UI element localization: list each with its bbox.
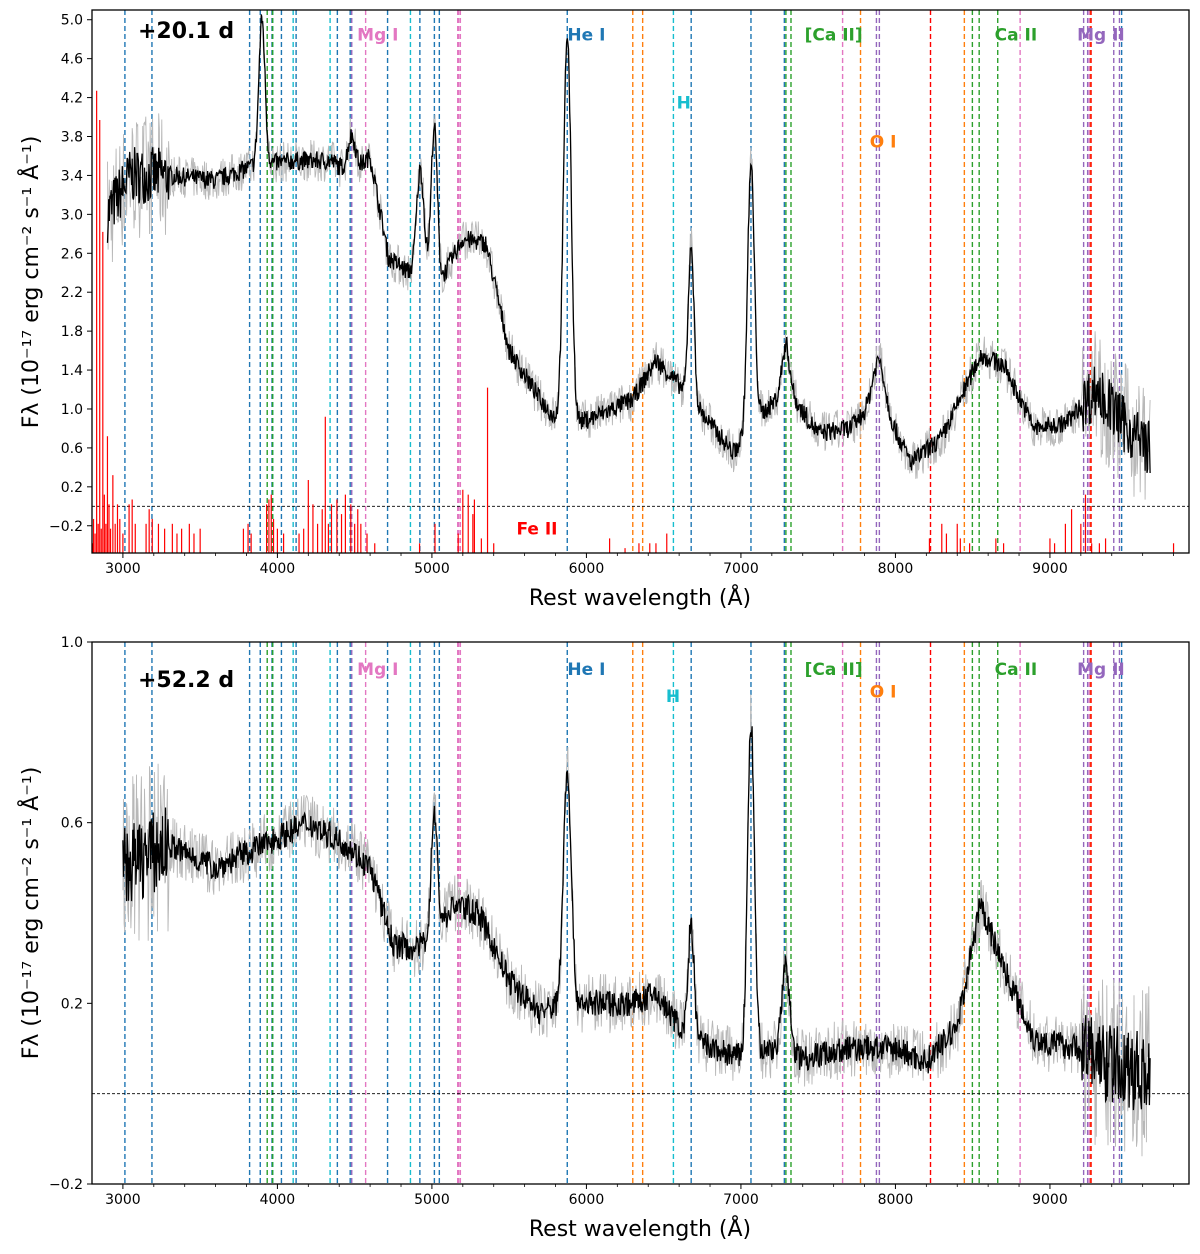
y-tick-label: 1.4 (61, 363, 83, 379)
epoch-label: +52.2 d (138, 668, 234, 693)
x-tick-label: 9000 (1032, 561, 1068, 577)
y-tick-label: 1.0 (61, 635, 83, 651)
panel-bottom: 3000 4000 5000 6000 7000 8000 9000 −0.2 0.2 0.6 1.… (17, 635, 1190, 1242)
species-label: Mg II (1077, 25, 1125, 45)
epoch-label: +20.1 d (138, 19, 234, 44)
species-label: Ca II (995, 660, 1038, 680)
y-tick-label: 3.8 (61, 130, 83, 146)
x-tick-label: 3000 (105, 561, 141, 577)
x-tick-label: 8000 (878, 1192, 914, 1208)
y-tick-label: 2.2 (61, 285, 83, 301)
axes-frame-top (91, 9, 1190, 554)
ticks-bottom: 3000 4000 5000 6000 7000 8000 9000 −0.2 0.2 0.6 1.… (49, 635, 1174, 1208)
species-label: Mg I (357, 660, 398, 680)
x-tick-label: 6000 (569, 1192, 605, 1208)
y-tick-label: −0.2 (49, 519, 83, 535)
y-tick-label: 0.6 (61, 816, 83, 832)
species-label: [Ca II] (805, 25, 863, 45)
x-tick-label: 3000 (105, 1192, 141, 1208)
species-label: H (666, 687, 680, 707)
species-label: He I (567, 660, 605, 680)
y-axis-label: Fλ (10⁻¹⁷ erg cm⁻² s⁻¹ Å⁻¹) (17, 136, 44, 429)
species-label: O I (870, 683, 897, 703)
axes-frame-bottom (91, 641, 1190, 1185)
y-tick-label: −0.2 (49, 1177, 83, 1193)
x-tick-label: 6000 (569, 561, 605, 577)
y-tick-label: 1.0 (61, 402, 83, 418)
spectrum-line (106, 14, 1151, 474)
x-tick-label: 7000 (723, 561, 759, 577)
y-tick-label: 3.4 (61, 168, 83, 184)
y-tick-label: 1.8 (61, 324, 83, 340)
y-tick-label: 0.6 (61, 441, 83, 457)
species-label: O I (870, 132, 897, 152)
spectrum-error-trace (107, 13, 1151, 500)
plot-area-top (92, 10, 1189, 553)
x-tick-label: 7000 (723, 1192, 759, 1208)
x-tick-label: 5000 (414, 561, 450, 577)
y-tick-label: 2.6 (61, 246, 83, 262)
species-label: Mg II (1077, 660, 1125, 680)
x-axis-label: Rest wavelength (Å) (529, 1215, 751, 1242)
y-tick-label: 0.2 (61, 480, 83, 496)
species-label: H (677, 93, 691, 113)
panel-top: 3000 4000 5000 6000 7000 8000 9000 −0.2 0.2 0.6 1.… (17, 9, 1190, 611)
x-tick-label: 9000 (1032, 1192, 1068, 1208)
x-tick-label: 4000 (260, 561, 296, 577)
species-label: Fe II (516, 520, 557, 540)
y-tick-label: 0.2 (61, 996, 83, 1012)
x-tick-label: 4000 (260, 1192, 296, 1208)
ticks-top: 3000 4000 5000 6000 7000 8000 9000 −0.2 0.2 0.6 1.… (49, 13, 1174, 577)
y-tick-label: 5.0 (61, 13, 83, 29)
y-tick-label: 4.2 (61, 91, 83, 107)
x-tick-label: 5000 (414, 1192, 450, 1208)
y-tick-label: 4.6 (61, 52, 83, 68)
x-tick-label: 8000 (878, 561, 914, 577)
spectrum-error-trace (122, 694, 1151, 1157)
plot-area-bottom (92, 642, 1189, 1184)
x-axis-label: Rest wavelength (Å) (529, 584, 751, 611)
species-label: Mg I (357, 25, 398, 45)
spectrum-line (122, 726, 1151, 1111)
y-tick-label: 3.0 (61, 207, 83, 223)
species-label: [Ca II] (805, 660, 863, 680)
species-label: He I (567, 25, 605, 45)
species-label: Ca II (995, 25, 1038, 45)
y-axis-label: Fλ (10⁻¹⁷ erg cm⁻² s⁻¹ Å⁻¹) (17, 767, 44, 1060)
